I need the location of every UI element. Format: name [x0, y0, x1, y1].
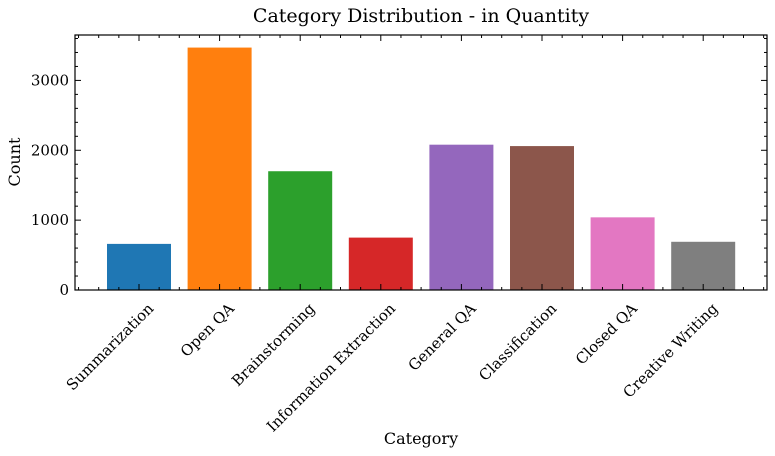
y-tick-label: 3000 — [31, 71, 69, 89]
bar-brainstorming — [268, 171, 333, 290]
y-axis-label: Count — [5, 137, 24, 186]
x-tick-label: Summarization — [63, 299, 158, 394]
y-axis-ticks: 0 1000 2000 3000 — [31, 37, 767, 299]
bar-open-qa — [187, 47, 252, 290]
bar-closed-qa — [590, 217, 655, 290]
bar-information-extraction — [348, 237, 413, 290]
y-tick-label: 1000 — [31, 211, 69, 229]
y-tick-label: 2000 — [31, 141, 69, 159]
x-tick-label: Brainstorming — [228, 299, 319, 390]
bar-summarization — [107, 243, 171, 290]
bars-group — [107, 47, 736, 290]
chart-title: Category Distribution - in Quantity — [253, 5, 589, 27]
x-tick-label: Closed QA — [572, 299, 641, 368]
x-tick-label: Information Extraction — [263, 299, 399, 435]
y-tick-label: 0 — [59, 281, 69, 299]
x-tick-label: Classification — [475, 299, 560, 384]
x-axis-ticks: Summarization Open QABrainstormingInforma… — [63, 35, 765, 435]
x-tick-label: General QA — [405, 299, 480, 374]
bar-creative-writing — [671, 241, 736, 290]
bar-classification — [510, 146, 574, 290]
plot-frame — [74, 34, 768, 291]
x-tick-label: Open QA — [177, 299, 238, 360]
bar-general-qa — [429, 144, 494, 290]
x-axis-label: Category — [384, 429, 458, 448]
